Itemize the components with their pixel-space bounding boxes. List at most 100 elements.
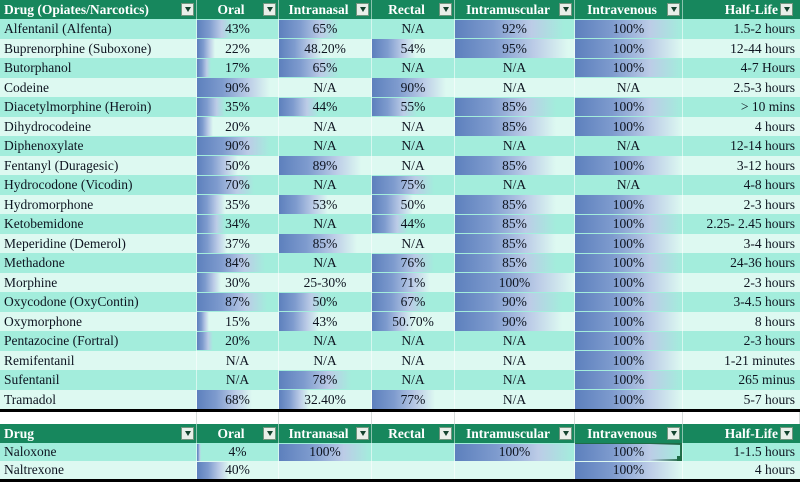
value-cell[interactable]: 100% [575,461,683,479]
filter-dropdown-icon[interactable] [439,3,452,16]
drug-name-cell[interactable]: Remifentanil [0,350,197,370]
value-cell[interactable]: 54% [372,38,455,58]
half-life-cell[interactable]: 2-3 hours [683,331,800,351]
value-cell[interactable]: N/A [197,370,279,390]
value-cell[interactable]: N/A [279,350,372,370]
filter-dropdown-icon[interactable] [356,427,369,440]
half-life-cell[interactable]: 4-8 hours [683,175,800,195]
value-cell[interactable]: 100% [575,272,683,292]
value-cell[interactable]: 53% [279,194,372,214]
drug-name-cell[interactable]: Naltrexone [0,461,197,479]
drug-name-cell[interactable]: Butorphanol [0,58,197,78]
value-cell[interactable]: 20% [197,331,279,351]
drug-name-cell[interactable]: Codeine [0,77,197,97]
value-cell[interactable]: 92% [455,19,575,39]
value-cell[interactable]: 85% [279,233,372,253]
filter-dropdown-icon[interactable] [780,3,793,16]
value-cell[interactable]: 50% [197,155,279,175]
value-cell[interactable]: 44% [279,97,372,117]
value-cell[interactable]: 32.40% [279,389,372,409]
value-cell[interactable]: 100% [575,331,683,351]
value-cell[interactable]: 100% [575,233,683,253]
drug-name-cell[interactable]: Hydromorphone [0,194,197,214]
value-cell[interactable]: 30% [197,272,279,292]
value-cell[interactable]: 100% [455,272,575,292]
value-cell[interactable] [455,461,575,479]
half-life-cell[interactable]: 3-4 hours [683,234,800,254]
empty-grid-cell[interactable] [372,412,455,424]
drug-name-cell[interactable]: Naloxone [0,443,197,461]
drug-name-cell[interactable]: Diacetylmorphine (Heroin) [0,97,197,117]
half-life-cell[interactable]: 4 hours [683,461,800,479]
value-cell[interactable] [372,461,455,479]
half-life-cell[interactable]: 265 minus [683,370,800,390]
half-life-cell[interactable]: 2-3 hours [683,273,800,293]
header-cell-rectal[interactable]: Rectal [372,0,455,19]
value-cell[interactable]: N/A [372,19,455,39]
header-cell-oral[interactable]: Oral [197,0,279,19]
header-cell-drug[interactable]: Drug [0,424,197,443]
value-cell[interactable]: N/A [372,116,455,136]
value-cell[interactable]: 100% [575,311,683,331]
value-cell[interactable]: 90% [455,311,575,331]
value-cell[interactable]: 100% [575,370,683,390]
filter-dropdown-icon[interactable] [181,3,194,16]
value-cell[interactable]: 100% [575,38,683,58]
value-cell[interactable]: 90% [455,292,575,312]
value-cell[interactable]: N/A [372,370,455,390]
value-cell[interactable]: 85% [455,116,575,136]
half-life-cell[interactable]: 4 hours [683,117,800,137]
empty-grid-cell[interactable] [683,412,800,424]
value-cell[interactable]: 37% [197,233,279,253]
value-cell[interactable] [279,461,372,479]
drug-name-cell[interactable]: Tramadol [0,389,197,409]
value-cell[interactable]: 70% [197,175,279,195]
value-cell[interactable]: 85% [455,253,575,273]
value-cell[interactable]: 89% [279,155,372,175]
value-cell[interactable]: N/A [279,175,372,195]
value-cell[interactable]: N/A [455,136,575,156]
filter-dropdown-icon[interactable] [667,427,680,440]
header-cell-intramuscular[interactable]: Intramuscular [455,0,575,19]
value-cell[interactable]: N/A [279,331,372,351]
drug-name-cell[interactable]: Oxymorphone [0,311,197,331]
value-cell[interactable]: N/A [279,116,372,136]
header-cell-half-life[interactable]: Half-Life [683,0,800,19]
filter-dropdown-icon[interactable] [263,427,276,440]
value-cell[interactable]: N/A [455,175,575,195]
value-cell[interactable]: 100% [575,97,683,117]
value-cell[interactable]: 100% [575,389,683,409]
value-cell[interactable]: 15% [197,311,279,331]
value-cell[interactable]: 22% [197,38,279,58]
value-cell[interactable]: 35% [197,194,279,214]
filter-dropdown-icon[interactable] [439,427,452,440]
value-cell[interactable]: 48.20% [279,38,372,58]
value-cell[interactable]: 84% [197,253,279,273]
header-cell-oral[interactable]: Oral [197,424,279,443]
value-cell[interactable]: 65% [279,19,372,39]
value-cell[interactable]: N/A [197,350,279,370]
value-cell[interactable]: N/A [575,175,683,195]
value-cell[interactable]: 100% [575,194,683,214]
empty-grid-cell[interactable] [455,412,575,424]
value-cell[interactable]: 100% [455,443,575,461]
value-cell[interactable]: 55% [372,97,455,117]
value-cell[interactable]: 50.70% [372,311,455,331]
value-cell[interactable]: 43% [279,311,372,331]
value-cell[interactable]: N/A [372,331,455,351]
value-cell[interactable]: 35% [197,97,279,117]
value-cell[interactable]: N/A [279,77,372,97]
header-cell-half-life[interactable]: Half-Life [683,424,800,443]
empty-grid-cell[interactable] [0,412,197,424]
drug-name-cell[interactable]: Dihydrocodeine [0,116,197,136]
drug-name-cell[interactable]: Methadone [0,253,197,273]
half-life-cell[interactable]: 12-44 hours [683,39,800,59]
value-cell[interactable]: 76% [372,253,455,273]
header-cell-intramuscular[interactable]: Intramuscular [455,424,575,443]
half-life-cell[interactable]: 2-3 hours [683,195,800,215]
value-cell[interactable]: 100% [279,443,372,461]
filter-dropdown-icon[interactable] [356,3,369,16]
header-cell-intranasal[interactable]: Intranasal [279,424,372,443]
value-cell[interactable]: 25-30% [279,272,372,292]
value-cell[interactable]: N/A [455,350,575,370]
